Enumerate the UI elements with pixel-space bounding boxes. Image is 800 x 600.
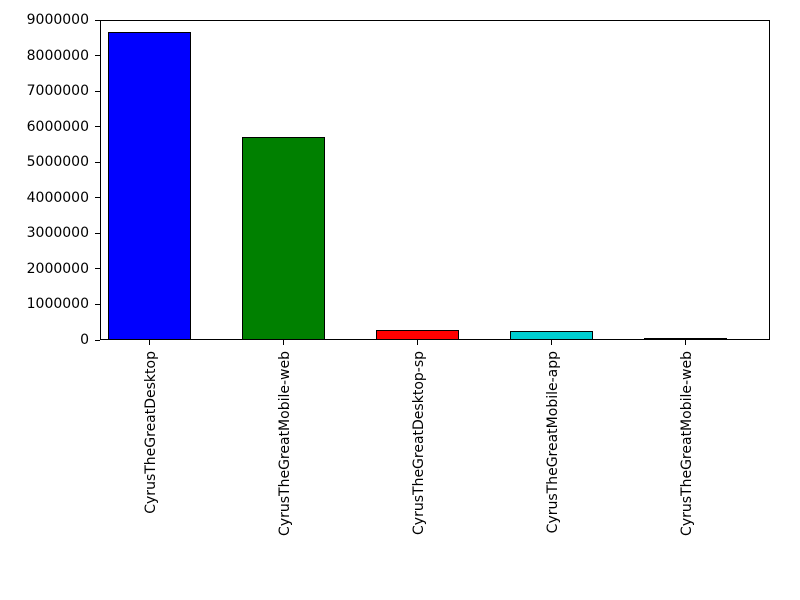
x-tick-label: CyrusTheGreatMobile-app (545, 351, 561, 533)
y-tick-mark (95, 162, 100, 163)
y-tick-label: 8000000 (0, 48, 89, 64)
y-tick-mark (95, 233, 100, 234)
y-tick-mark (95, 197, 100, 198)
x-tick-mark (551, 340, 552, 345)
x-tick-mark (417, 340, 418, 345)
y-tick-label: 5000000 (0, 154, 89, 170)
x-tick-label: CyrusTheGreatMobile-web (277, 351, 293, 536)
bar (510, 331, 593, 340)
y-tick-label: 1000000 (0, 296, 89, 312)
x-tick-mark (149, 340, 150, 345)
y-tick-mark (95, 268, 100, 269)
y-tick-label: 3000000 (0, 225, 89, 241)
x-tick-label: CyrusTheGreatDesktop-sp (411, 351, 427, 535)
x-tick-mark (685, 340, 686, 345)
y-tick-label: 4000000 (0, 190, 89, 206)
x-tick-mark (283, 340, 284, 345)
y-tick-mark (95, 340, 100, 341)
y-tick-mark (95, 304, 100, 305)
y-tick-mark (95, 126, 100, 127)
x-tick-label: CyrusTheGreatDesktop (143, 351, 159, 514)
bar (376, 330, 459, 340)
y-tick-label: 7000000 (0, 83, 89, 99)
y-tick-mark (95, 20, 100, 21)
y-tick-mark (95, 55, 100, 56)
y-tick-label: 0 (0, 332, 89, 348)
bar (242, 137, 325, 340)
y-tick-mark (95, 91, 100, 92)
y-tick-label: 9000000 (0, 12, 89, 28)
y-tick-label: 2000000 (0, 261, 89, 277)
y-tick-label: 6000000 (0, 119, 89, 135)
plot-area (100, 20, 770, 340)
x-tick-label: CyrusTheGreatMobile-web (679, 351, 695, 536)
chart-root: 0 1000000 2000000 3000000 4000000 5000000 6000… (0, 0, 800, 600)
bar (108, 32, 191, 340)
